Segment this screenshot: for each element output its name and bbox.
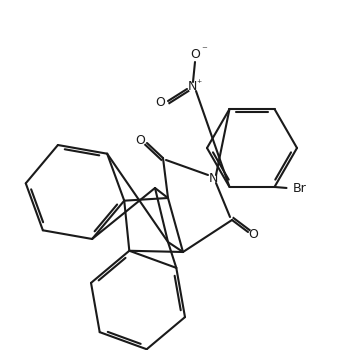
Text: N: N	[187, 80, 197, 93]
Text: O: O	[248, 229, 258, 241]
Text: O: O	[155, 97, 165, 110]
Text: O: O	[190, 49, 200, 62]
Text: Br: Br	[293, 182, 306, 195]
Text: N: N	[208, 172, 218, 184]
Text: ⁻: ⁻	[201, 45, 207, 55]
Text: O: O	[135, 133, 145, 147]
Text: ⁺: ⁺	[196, 79, 201, 89]
